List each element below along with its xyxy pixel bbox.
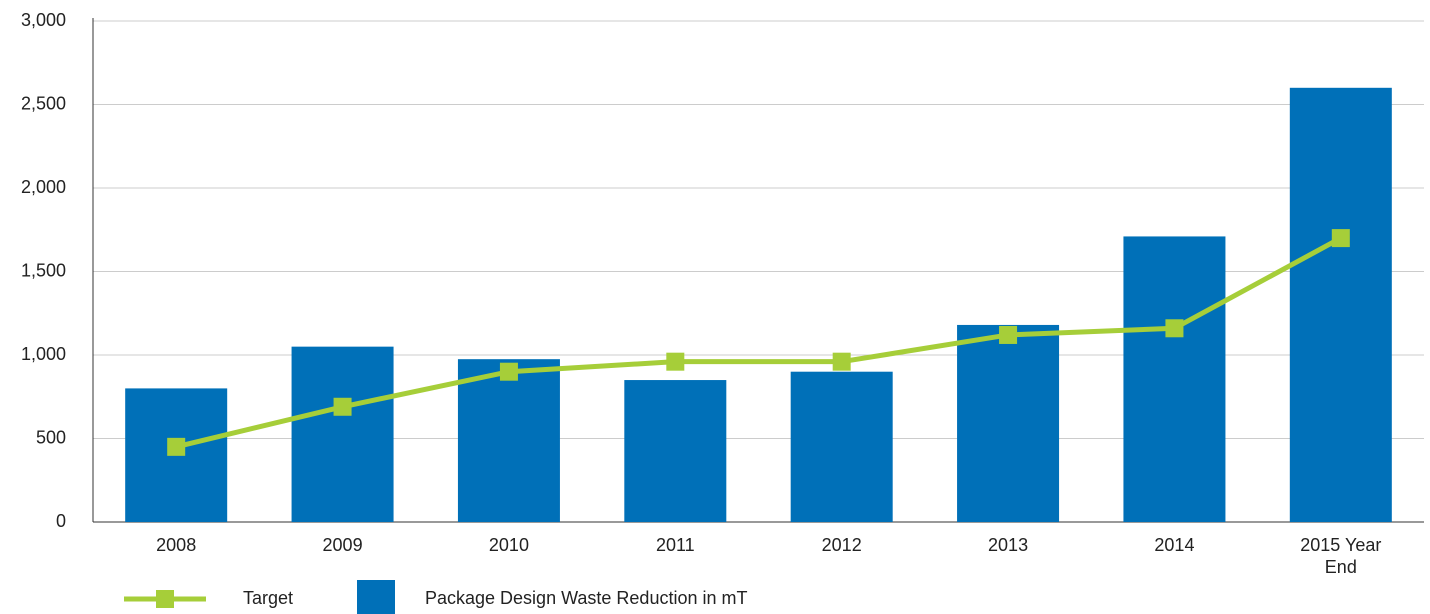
bar: [1289, 87, 1392, 523]
bar: [790, 371, 893, 522]
marker: [832, 352, 851, 371]
marker: [1331, 229, 1350, 248]
x-tick-label: 2008: [156, 535, 197, 555]
bar: [1123, 236, 1226, 522]
y-tick-label: 2,000: [21, 177, 66, 197]
x-tick-label: 2015 Year End: [1300, 535, 1382, 577]
y-tick-label: 1,500: [21, 260, 66, 280]
marker: [167, 437, 186, 456]
marker: [333, 397, 352, 416]
x-tick-label: 2012: [821, 535, 862, 555]
x-tick-label: 2014: [1154, 535, 1195, 555]
x-tick-label: 2009: [322, 535, 363, 555]
marker: [999, 325, 1018, 344]
y-tick-label: 2,500: [21, 93, 66, 113]
marker: [499, 362, 518, 381]
marker: [1165, 319, 1184, 338]
legend-marker: [156, 590, 174, 608]
x-tick-label: 2013: [988, 535, 1029, 555]
y-tick-label: 0: [56, 511, 66, 531]
legend-swatch: [357, 580, 395, 614]
bar: [291, 346, 394, 522]
bar: [457, 359, 560, 522]
y-tick-label: 500: [36, 427, 66, 447]
legend-label: Target: [243, 588, 293, 608]
legend-label: Package Design Waste Reduction in mT: [425, 588, 747, 608]
marker: [666, 352, 685, 371]
target-line: [175, 235, 1343, 450]
y-tick-label: 1,000: [21, 344, 66, 364]
bar: [957, 324, 1060, 522]
x-tick-label: 2011: [655, 535, 695, 555]
bar: [624, 380, 727, 522]
y-tick-label: 3,000: [21, 10, 66, 30]
x-tick-label: 2010: [488, 535, 529, 555]
